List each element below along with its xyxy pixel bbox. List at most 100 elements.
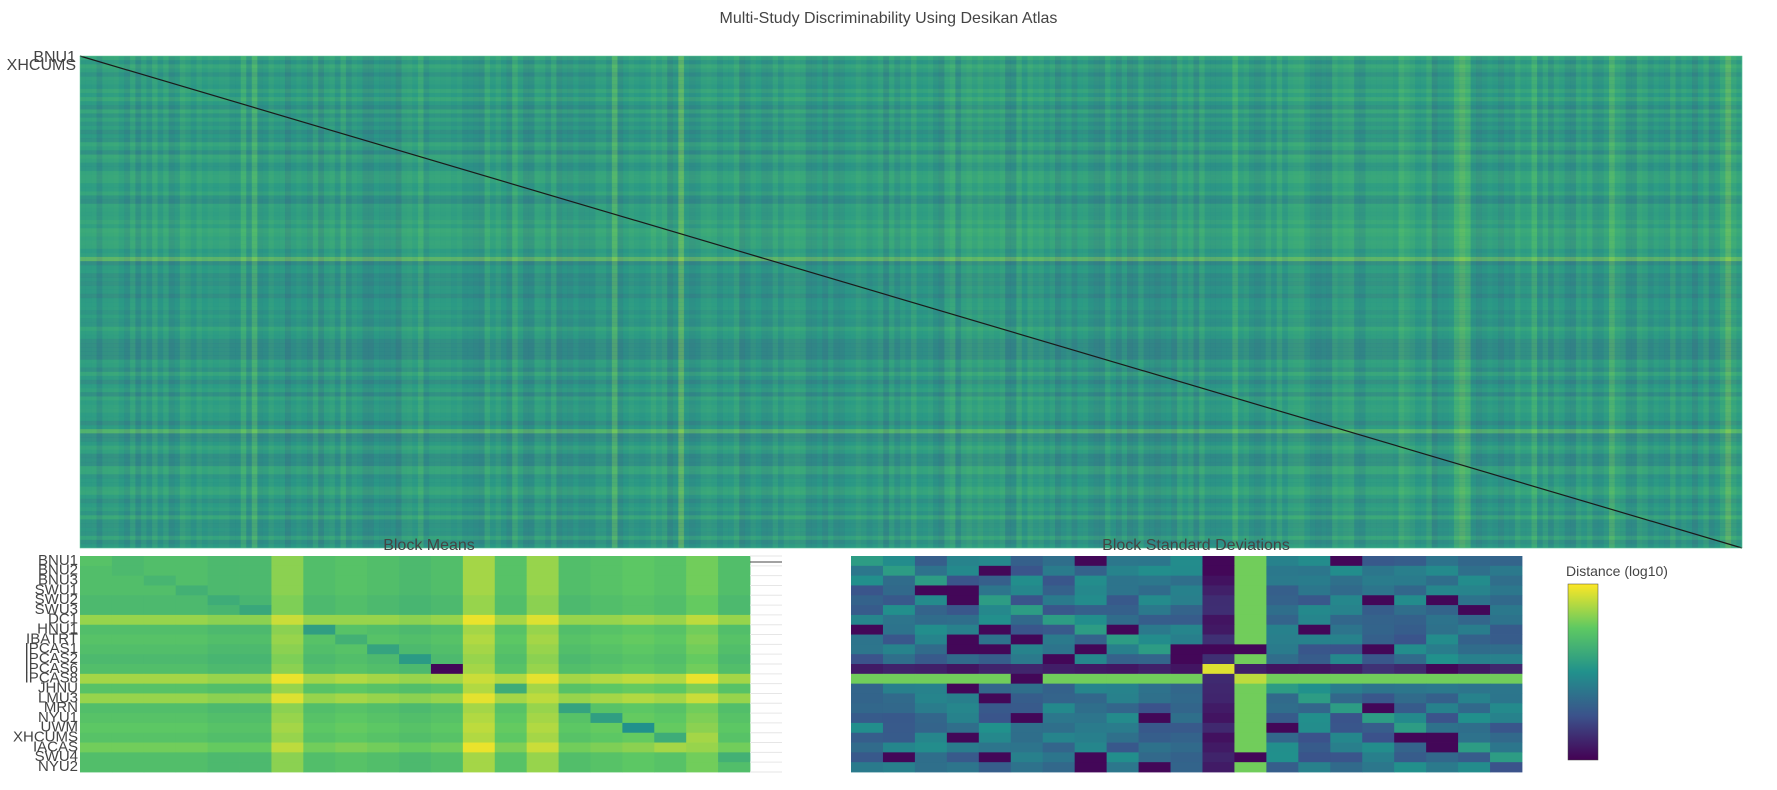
- block-sd-cell: [1394, 565, 1427, 577]
- matrix-column-band: [229, 56, 236, 548]
- block-sd-cell: [1010, 722, 1044, 734]
- block-sd-cell: [1202, 634, 1235, 645]
- block-means-cell: [494, 683, 528, 694]
- block-means-cell: [462, 722, 496, 734]
- block-means-cell: [303, 565, 336, 577]
- block-means-cell: [175, 565, 209, 577]
- block-sd-cell: [1074, 585, 1108, 596]
- block-means-cell: [111, 713, 145, 724]
- block-means-cell: [271, 703, 304, 714]
- block-means-cell: [271, 644, 304, 655]
- block-means-cell: [207, 614, 240, 626]
- block-sd-cell: [1170, 624, 1203, 635]
- block-sd-cell: [1202, 762, 1235, 773]
- matrix-column-band: [301, 56, 308, 548]
- block-sd-cell: [1202, 585, 1235, 596]
- block-means-cell: [494, 762, 528, 773]
- matrix-column-band: [523, 56, 530, 548]
- matrix-column-band: [417, 56, 424, 548]
- matrix-column-band: [1082, 56, 1089, 548]
- block-means-cell: [590, 556, 623, 567]
- block-sd-cell: [1234, 654, 1267, 665]
- block-means-cell: [558, 742, 591, 753]
- matrix-column-band: [1669, 56, 1676, 548]
- block-means-row-label: BNU2: [38, 562, 78, 579]
- block-sd-cell: [978, 664, 1012, 675]
- block-sd-cell: [1458, 605, 1491, 616]
- block-means-cell: [526, 575, 559, 586]
- matrix-column-band: [196, 56, 203, 548]
- block-means-cell: [399, 605, 432, 616]
- block-means-cell: [654, 575, 687, 586]
- block-means-cell: [175, 683, 209, 694]
- matrix-column-band: [224, 56, 230, 548]
- block-means-cell: [558, 722, 591, 734]
- matrix-column-band: [1293, 56, 1300, 548]
- block-sd-cell: [1266, 605, 1299, 616]
- matrix-row-band: [80, 318, 1742, 323]
- block-means-cell: [686, 644, 719, 655]
- matrix-column-band: [667, 56, 674, 548]
- block-sd-cell: [1202, 742, 1235, 753]
- matrix-column-band: [489, 56, 496, 548]
- block-means-cell: [143, 732, 177, 743]
- block-means-cell: [430, 556, 464, 567]
- matrix-row-band: [80, 498, 1742, 504]
- block-sd-cell: [1042, 752, 1076, 763]
- block-sd-cell: [1330, 654, 1363, 665]
- matrix-column-band: [1287, 56, 1294, 548]
- block-means-cell: [80, 634, 113, 645]
- block-means-cell: [303, 664, 336, 675]
- matrix-row-band: [80, 183, 1742, 188]
- block-sd-cell: [1170, 693, 1203, 704]
- block-means-row-label: MRN: [44, 699, 78, 716]
- matrix-row-band: [80, 273, 1742, 278]
- matrix-row-band: [80, 539, 1742, 545]
- matrix-column-band: [146, 56, 153, 548]
- block-sd-cell: [1490, 595, 1523, 606]
- block-sd-cell: [882, 703, 916, 714]
- matrix-column-band: [1337, 56, 1344, 548]
- block-sd-cell: [1010, 713, 1044, 724]
- block-means-cell: [622, 742, 655, 753]
- block-means-cell: [175, 703, 209, 714]
- block-means-cell: [303, 762, 336, 773]
- matrix-column-band: [1625, 56, 1632, 548]
- matrix-row-label: BNU1: [33, 49, 76, 66]
- block-means-cell: [175, 732, 209, 743]
- block-means-cell: [622, 762, 655, 773]
- block-means-cell: [271, 565, 304, 577]
- block-means-cell: [143, 742, 177, 753]
- matrix-column-band: [284, 56, 291, 548]
- matrix-row-band: [80, 162, 1742, 167]
- block-means-cell: [111, 654, 145, 665]
- block-means-cell: [654, 634, 687, 645]
- block-means-cell: [80, 605, 113, 616]
- matrix-row-band: [80, 269, 1742, 274]
- matrix-column-band: [157, 56, 164, 548]
- block-sd-cell: [1458, 565, 1491, 577]
- matrix-column-band: [711, 56, 718, 548]
- block-sd-cell: [851, 595, 884, 606]
- matrix-column-band: [1093, 56, 1100, 548]
- matrix-column-band: [894, 56, 901, 548]
- matrix-column-band: [1476, 56, 1482, 548]
- block-sd-cell: [1106, 575, 1139, 586]
- block-means-cell: [526, 752, 559, 763]
- block-means-cell: [494, 713, 528, 724]
- block-means-cell: [239, 673, 272, 685]
- block-sd-cell: [1426, 742, 1459, 753]
- block-means-cell: [239, 556, 272, 567]
- matrix-row-band: [80, 429, 1742, 434]
- matrix-column-band: [1708, 56, 1715, 548]
- matrix-column-band: [268, 56, 275, 548]
- block-sd-cell: [914, 585, 948, 596]
- matrix-column-band: [816, 56, 823, 548]
- matrix-column-band: [379, 56, 385, 548]
- matrix-row-band: [80, 408, 1742, 413]
- block-sd-cell: [1010, 752, 1044, 763]
- block-sd-cell: [1298, 585, 1331, 596]
- block-sd-cell: [882, 634, 916, 645]
- block-means-cell: [175, 654, 209, 665]
- block-sd-cell: [1490, 605, 1523, 616]
